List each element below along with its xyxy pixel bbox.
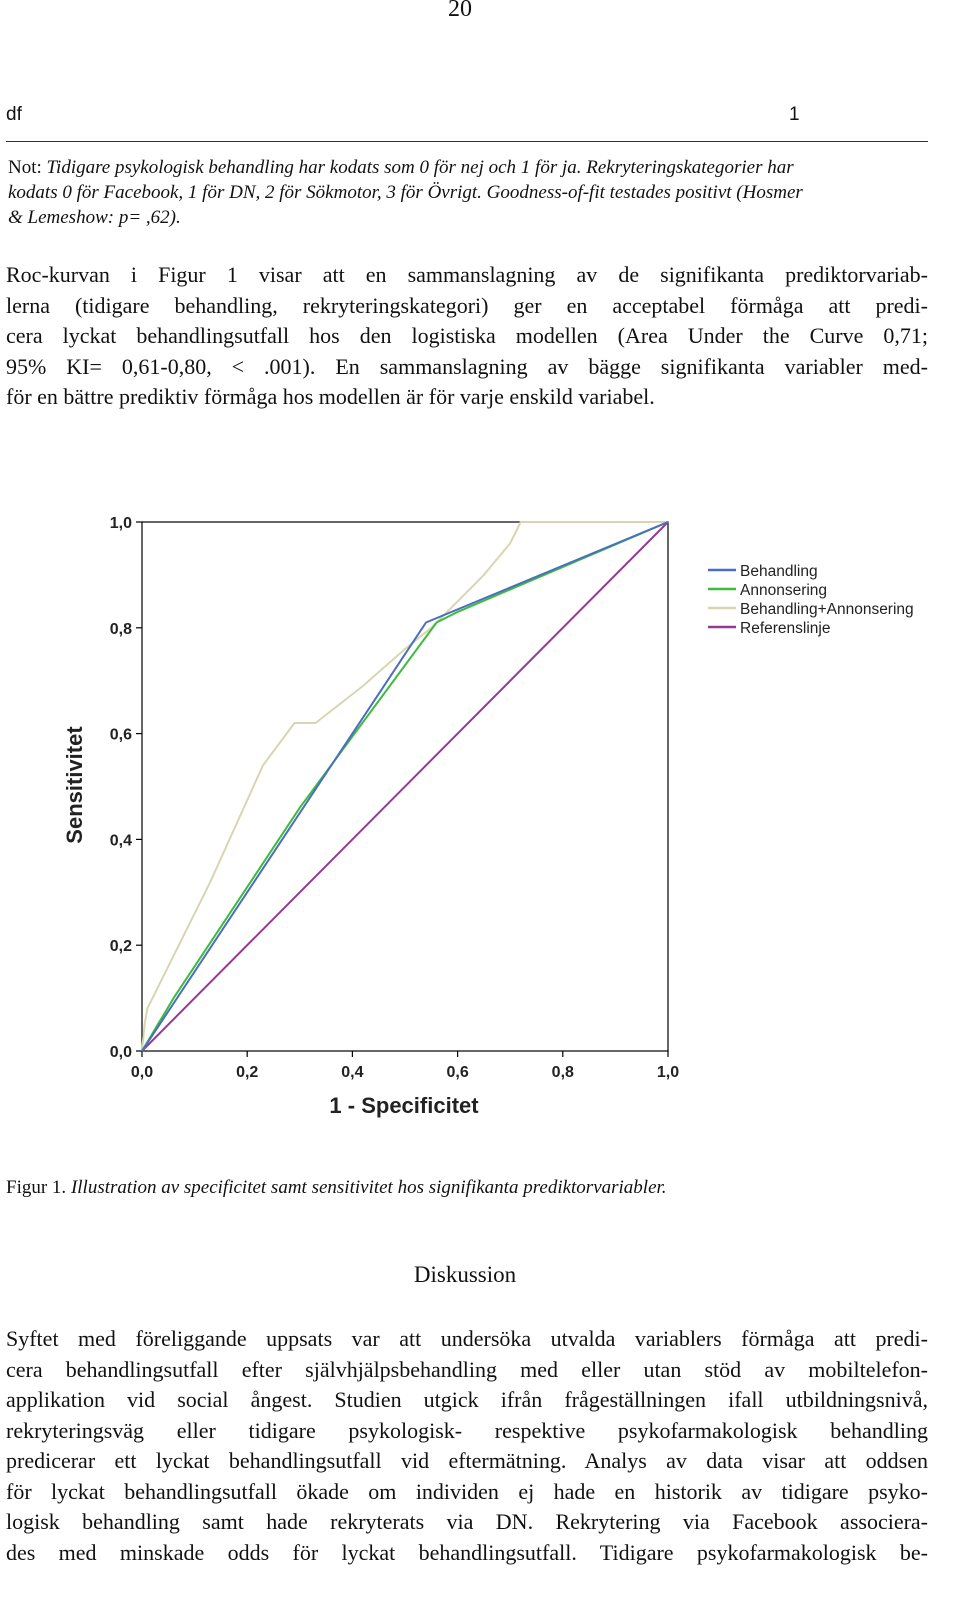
x-tick-label: 0,2	[236, 1064, 258, 1081]
table-column-df: df	[6, 104, 22, 125]
series-line-behandling-annonsering	[141, 521, 668, 1052]
paragraph-roc: Roc-kurvan i Figur 1 visar att en samman…	[6, 260, 928, 413]
table-bottom-rule	[6, 141, 928, 142]
paragraph-line: des med minskade odds för lyckat behandl…	[6, 1539, 928, 1565]
y-axis-label: Sensitivitet	[62, 726, 87, 844]
paragraph-line: applikation vid social ångest. Studien u…	[6, 1387, 928, 1412]
paragraph-line: för en bättre prediktiv förmåga hos mode…	[6, 384, 655, 409]
series-line-behandling	[141, 521, 669, 1052]
legend-label: Behandling+Annonsering	[740, 601, 914, 618]
roc-chart: 0,0 0,2 0,4 0,6 0,8 1,0 0,0 0,2 0,4 0,6 0,8 1,0 Beh…	[62, 515, 914, 1118]
legend-label: Annonsering	[740, 582, 827, 599]
x-tick-label: 0,6	[446, 1064, 468, 1081]
y-tick-label: 0,4	[110, 832, 132, 849]
x-tick-label: 0,4	[341, 1064, 363, 1081]
legend-label: Referenslinje	[740, 620, 830, 637]
chart-series	[141, 521, 669, 1052]
paragraph-line: för lyckat behandlingsutfall ökade om in…	[6, 1478, 928, 1504]
series-line-referenslinje	[141, 521, 669, 1052]
x-axis-label: 1 - Specificitet	[329, 1093, 479, 1118]
paragraph-line: predicerar ett lyckat behandlingsutfall …	[6, 1448, 928, 1473]
caption-text: Illustration av specificitet samt sensit…	[70, 1177, 667, 1198]
table-note: Not: Tidigare psykologisk behandling har…	[8, 155, 928, 230]
chart-axes: 0,0 0,2 0,4 0,6 0,8 1,0 0,0 0,2 0,4 0,6 0,8 1,0	[110, 515, 679, 1081]
y-tick-label: 0,2	[110, 938, 132, 955]
y-tick-label: 0,6	[110, 727, 132, 744]
x-tick-label: 0,0	[131, 1064, 153, 1081]
series-line-annonsering	[141, 521, 669, 1052]
paragraph-line: logisk behandling samt hade rekryterats …	[6, 1509, 928, 1534]
paragraph-line: cera lyckat behandlingsutfall hos den lo…	[6, 323, 928, 348]
note-text-1: Tidigare psykologisk behandling har koda…	[46, 157, 794, 178]
caption-label: Figur 1.	[6, 1177, 71, 1198]
note-label: Not:	[8, 157, 47, 178]
paragraph-line: Syftet med föreliggande uppsats var att …	[6, 1326, 928, 1351]
note-line-2: kodats 0 för Facebook, 1 för DN, 2 för S…	[8, 182, 803, 203]
x-tick-label: 0,8	[552, 1064, 574, 1081]
y-tick-label: 1,0	[110, 515, 132, 532]
page-number: 20	[448, 0, 472, 22]
table-cell-value: 1	[789, 104, 800, 125]
section-heading: Diskussion	[413, 1262, 517, 1287]
paragraph-line: lerna (tidigare behandling, rekryterings…	[6, 292, 928, 318]
figure-caption: Figur 1. Illustration av specificitet sa…	[6, 1177, 928, 1199]
plot-frame	[141, 521, 669, 1052]
paragraph-line: rekryteringsväg eller tidigare psykologi…	[6, 1417, 928, 1443]
y-tick-label: 0,8	[110, 621, 132, 638]
y-tick-label: 0,0	[110, 1044, 132, 1061]
x-tick-label: 1,0	[657, 1064, 679, 1081]
paragraph-line: 95% KI= 0,61-0,80, < .001). En sammansla…	[6, 353, 928, 379]
paragraph-line: Roc-kurvan i Figur 1 visar att en samman…	[6, 262, 928, 287]
legend-label: Behandling	[740, 563, 818, 580]
note-line-3: & Lemeshow: p= ,62).	[8, 207, 181, 228]
note-line-1: Not: Tidigare psykologisk behandling har…	[8, 155, 928, 180]
paragraph-line: cera behandlingsutfall efter självhjälps…	[6, 1356, 928, 1382]
chart-legend: Behandling Annonsering Behandling+Annonser…	[708, 563, 914, 637]
paragraph-discussion: Syftet med föreliggande uppsats var att …	[6, 1324, 928, 1568]
